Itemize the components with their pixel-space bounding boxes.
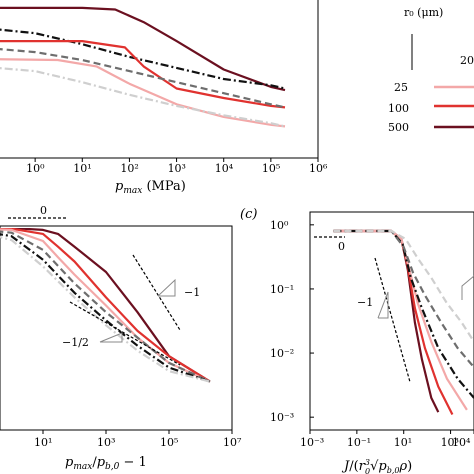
series-line-2-3 <box>333 229 474 399</box>
series-line-1-0 <box>0 228 211 383</box>
panel-c-label: (c) <box>240 207 257 222</box>
c-frame <box>309 211 474 431</box>
series-line-1-3 <box>0 230 211 383</box>
tick-label: 10¹ <box>394 436 412 449</box>
tick-label: 10⁻¹ <box>347 436 371 449</box>
series-line-0-4 <box>0 58 286 128</box>
c-slope0-label: 0 <box>338 240 345 253</box>
panel-bottom-left: 10¹ 10³ 10⁵ 10⁷ 0 −1 −1/2 pmax/pb,0 − 1 <box>0 204 242 472</box>
c-slope-minus1-label: −1 <box>357 296 373 309</box>
bl-slope-minus1-guide <box>132 254 181 331</box>
tick-label: 10⁶ <box>309 162 328 175</box>
tick-label: 10⁻¹ <box>270 283 294 296</box>
tick-label: 10⁻² <box>270 347 294 360</box>
series-line-0-1 <box>0 28 286 90</box>
tick-label: 10⁵ <box>262 162 280 175</box>
c-slope-minus1-triangle <box>377 291 389 319</box>
c-x-axis-label: J/(r3 0√pb,0ρ) <box>341 458 412 474</box>
series-line-0-3 <box>0 48 286 109</box>
series-line-1-1 <box>0 228 211 383</box>
legend-label-500: 500 <box>388 121 409 134</box>
bl-slope-half-label: −1/2 <box>62 336 89 349</box>
panel-top: 10⁰ 10¹ 10² 10³ 10⁴ 10⁵ 10⁶ pmax (MPa) <box>0 0 328 196</box>
bl-series-group <box>0 228 211 383</box>
c-series-group <box>333 229 474 415</box>
legend-label-25: 25 <box>394 81 408 94</box>
bl-frame <box>0 225 233 431</box>
tick-label: 10⁰ <box>26 162 45 175</box>
series-line-1-2 <box>0 228 211 383</box>
series-line-1-4 <box>0 233 211 383</box>
tick-label: 10² <box>120 162 138 175</box>
tick-label: 10⁰ <box>270 219 289 232</box>
tick-label: 10³ <box>441 436 459 449</box>
c-clipped-triangle <box>461 275 474 300</box>
top-series-group <box>0 6 286 128</box>
series-line-2-5 <box>333 229 474 343</box>
legend-label-100: 100 <box>388 102 409 115</box>
c-slope-minus1-guide <box>374 257 411 383</box>
tick-label: 10¹ <box>73 162 91 175</box>
top-x-axis-label: pmax (MPa) <box>115 179 186 196</box>
series-line-2-0 <box>333 229 440 413</box>
series-line-2-2 <box>333 229 468 411</box>
legend-col-head: 20 <box>460 54 474 67</box>
bl-slope-half-triangle <box>99 332 123 343</box>
series-line-1-5 <box>0 235 211 383</box>
tick-label: 10⁷ <box>223 436 242 449</box>
bl-slope-minus1-label: −1 <box>184 286 200 299</box>
tick-label: 10³ <box>168 162 186 175</box>
bl-slope-half-guide <box>69 301 181 366</box>
series-line-0-0 <box>0 6 286 92</box>
tick-label: 10¹ <box>34 436 52 449</box>
c-y-ticks: 10⁰ 10⁻¹ 10⁻² 10⁻³ <box>270 219 314 424</box>
bl-slope-minus1-triangle <box>157 278 176 297</box>
top-x-ticks: 10⁰ 10¹ 10² 10³ 10⁴ 10⁵ 10⁶ <box>26 158 328 175</box>
series-line-0-5 <box>0 67 286 128</box>
tick-label: 10⁴ <box>215 162 234 175</box>
tick-label: 10⁵ <box>160 436 178 449</box>
series-line-2-4 <box>333 229 474 369</box>
legend: r₀ (μm) 20 25 100 500 <box>388 6 474 134</box>
bl-x-ticks: 10¹ 10³ 10⁵ 10⁷ <box>34 430 242 449</box>
tick-label: 10⁻³ <box>300 436 324 449</box>
bl-x-axis-label: pmax/pb,0 − 1 <box>65 455 147 472</box>
tick-label: 10⁻³ <box>270 411 294 424</box>
bl-slope0-label: 0 <box>40 204 47 217</box>
tick-label: 10³ <box>97 436 115 449</box>
legend-title: r₀ (μm) <box>404 6 443 19</box>
tick-label: 10⁴ <box>452 436 471 449</box>
